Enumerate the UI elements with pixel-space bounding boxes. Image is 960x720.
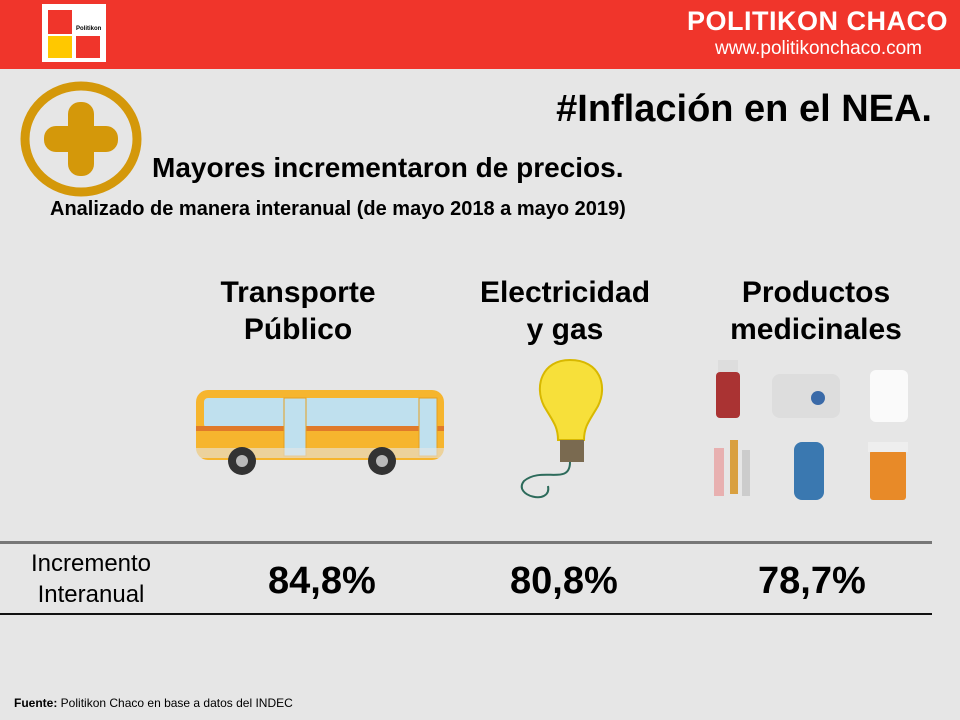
row-label-line: Interanual	[37, 581, 145, 608]
politikon-logo: Politikon	[42, 4, 106, 62]
value-electricidad: 80,8%	[510, 560, 618, 602]
subtitle: Mayores incrementaron de precios.	[152, 152, 624, 183]
value-medicinales: 78,7%	[758, 560, 866, 602]
source-note: Fuente: Politikon Chaco en base a datos …	[14, 696, 293, 710]
category-label: medicinales	[730, 313, 902, 346]
category-transporte: Transporte Público	[198, 274, 398, 348]
value-transporte: 84,8%	[268, 560, 376, 602]
brand-url: www.politikonchaco.com	[715, 38, 922, 59]
category-label: Público	[243, 313, 353, 346]
category-label: Transporte	[220, 276, 376, 309]
category-label: Productos	[741, 276, 891, 309]
row-label-line: Incremento	[30, 550, 152, 577]
row-label: Incremento Interanual	[16, 548, 166, 610]
category-medicinales: Productos medicinales	[716, 274, 916, 348]
category-electricidad: Electricidad y gas	[460, 274, 670, 348]
bus-icon	[196, 390, 444, 475]
light-bulb-icon	[520, 358, 603, 499]
source-label: Fuente:	[14, 696, 58, 710]
period-note: Analizado de manera interanual (de mayo …	[50, 198, 626, 220]
brand-name: POLITIKON CHACO	[687, 6, 948, 36]
plus-circle-icon	[20, 81, 142, 197]
category-label: Electricidad	[479, 276, 651, 309]
table-bottom-divider	[0, 613, 932, 615]
medicine-icon	[714, 360, 908, 500]
table-top-divider	[0, 541, 932, 544]
page-title: #Inflación en el NEA.	[556, 88, 932, 130]
source-text: Politikon Chaco en base a datos del INDE…	[57, 696, 293, 710]
header-bar: Politikon POLITIKON CHACO www.politikonc…	[0, 0, 960, 69]
category-label: y gas	[526, 313, 604, 346]
